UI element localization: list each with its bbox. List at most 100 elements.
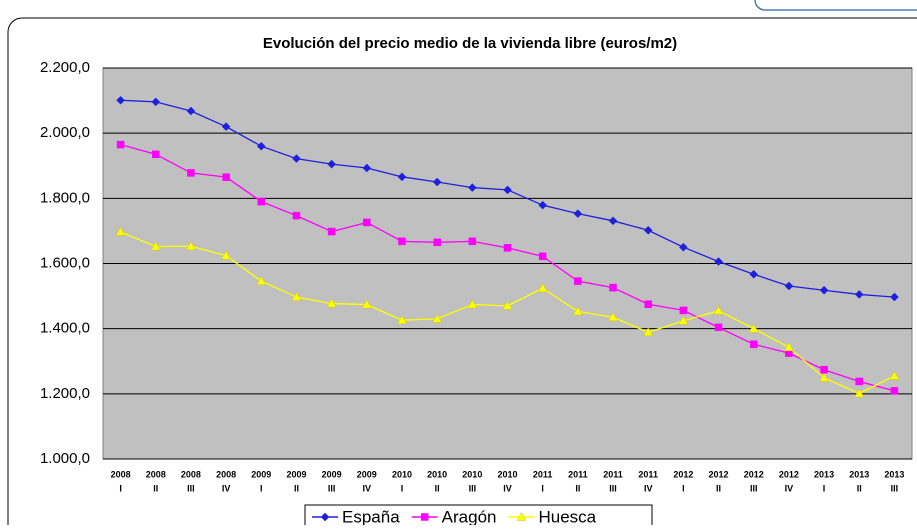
x-tick-label: 2011: [638, 469, 658, 479]
x-tick-label: 2012: [673, 469, 693, 479]
data-point: [397, 315, 407, 324]
data-point: [222, 173, 230, 181]
data-point: [714, 323, 723, 332]
data-point: [292, 211, 301, 220]
x-tick-label: 2009: [251, 469, 271, 479]
y-tick-label: 2.200,0: [40, 59, 90, 76]
x-tick-label: 2012: [709, 469, 729, 479]
data-point: [854, 388, 865, 398]
data-point: [573, 209, 583, 219]
legend-marker: [320, 512, 330, 522]
data-point: [257, 197, 266, 206]
data-point: [748, 323, 759, 333]
x-tick-label: 2008: [111, 469, 131, 479]
data-point: [609, 283, 617, 292]
data-point: [363, 218, 371, 227]
data-point: [643, 225, 653, 235]
y-tick-label: 2.000,0: [40, 124, 90, 141]
y-tick-label: 1.200,0: [40, 385, 90, 402]
x-tick-label: 2009: [357, 469, 377, 479]
x-tick-label: 2011: [533, 469, 553, 479]
x-tick-label: II: [716, 483, 721, 493]
data-point: [221, 122, 231, 132]
y-tick-label: 1.400,0: [40, 320, 90, 337]
data-point: [608, 312, 618, 322]
data-point: [854, 290, 864, 299]
data-point: [115, 226, 126, 236]
data-point: [889, 370, 900, 380]
data-point: [749, 269, 759, 279]
x-tick-label: III: [750, 483, 758, 493]
y-tick-label: 1.600,0: [40, 254, 90, 271]
x-tick-label: IV: [363, 483, 372, 493]
data-point: [820, 365, 828, 374]
data-point: [644, 300, 652, 308]
x-tick-label: IV: [785, 483, 794, 493]
x-tick-label: 2009: [322, 469, 342, 479]
data-point: [538, 252, 547, 261]
data-point: [749, 340, 758, 349]
y-tick-label: 1.000,0: [40, 450, 90, 467]
legend-marker: [420, 513, 429, 521]
data-point: [679, 306, 688, 315]
x-tick-label: II: [153, 483, 158, 493]
data-point: [819, 372, 829, 382]
data-point: [432, 313, 443, 323]
x-tick-label: 2010: [497, 469, 517, 479]
data-point: [608, 216, 618, 226]
x-tick-label: 2010: [392, 469, 412, 479]
data-point: [292, 154, 301, 163]
x-tick-label: II: [857, 483, 862, 493]
data-point: [116, 140, 125, 149]
data-point: [186, 241, 196, 250]
x-tick-label: IV: [503, 483, 512, 493]
data-point: [152, 150, 160, 159]
data-point: [502, 300, 513, 310]
data-point: [783, 342, 794, 351]
x-tick-label: II: [575, 483, 580, 493]
data-point: [150, 241, 161, 251]
x-tick-label: 2010: [427, 469, 447, 479]
data-point: [679, 242, 688, 252]
frame-corner: [754, 0, 917, 11]
data-point: [256, 141, 266, 151]
x-tick-label: II: [294, 483, 299, 493]
data-point: [397, 172, 407, 182]
data-point: [151, 97, 161, 107]
data-point: [572, 306, 583, 316]
data-point: [256, 276, 267, 285]
y-tick-label: 1.800,0: [40, 189, 90, 206]
legend-marker: [516, 511, 527, 521]
data-point: [327, 227, 336, 236]
x-tick-label: 2008: [181, 469, 201, 479]
data-point: [221, 250, 232, 260]
x-tick-label: 2013: [849, 469, 869, 479]
legend-label: Aragón: [442, 507, 497, 525]
x-tick-label: 2009: [286, 469, 306, 479]
legend-label: Huesca: [539, 507, 597, 525]
data-point: [467, 183, 477, 192]
data-point: [678, 315, 689, 325]
x-tick-label: III: [187, 483, 195, 493]
data-point: [713, 305, 724, 315]
x-tick-label: 2012: [744, 469, 764, 479]
data-point: [819, 285, 829, 295]
x-tick-label: III: [891, 483, 899, 493]
data-point: [714, 257, 723, 266]
data-point: [855, 377, 863, 386]
data-point: [361, 299, 372, 309]
data-point: [537, 283, 548, 293]
data-point: [116, 95, 125, 105]
data-point: [432, 177, 442, 187]
data-point: [467, 299, 478, 309]
x-tick-label: III: [328, 483, 336, 493]
data-point: [574, 277, 582, 285]
data-point: [784, 281, 794, 291]
data-point: [503, 244, 512, 252]
x-tick-label: IV: [222, 483, 231, 493]
data-point: [890, 292, 899, 302]
x-tick-label: I: [682, 483, 685, 493]
data-point: [890, 387, 899, 395]
x-tick-label: 2013: [814, 469, 834, 479]
